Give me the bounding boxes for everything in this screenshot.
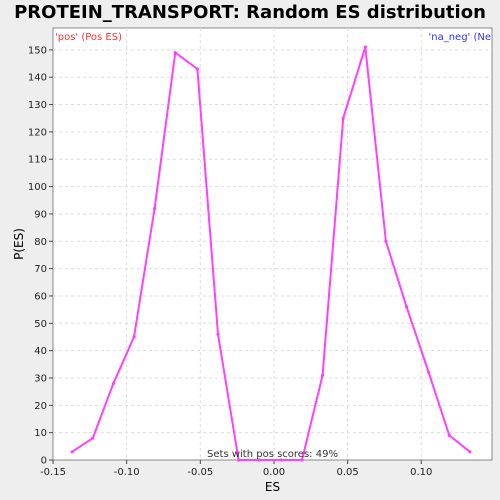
x-tick-label: -0.15 [40, 467, 66, 478]
data-point [447, 433, 451, 437]
y-tick-label: 100 [28, 182, 47, 193]
y-tick-label: 150 [28, 45, 47, 56]
y-axis-label: P(ES) [12, 228, 26, 260]
data-point [468, 450, 472, 454]
grid-lines [53, 28, 492, 460]
y-tick-label: 140 [28, 73, 47, 84]
plot-area [52, 27, 493, 461]
y-tick-label: 130 [28, 100, 47, 111]
data-point [195, 67, 199, 71]
data-point [216, 332, 220, 336]
y-tick-label: 60 [34, 291, 47, 302]
data-point [91, 436, 95, 440]
data-point [363, 45, 367, 49]
data-point [320, 373, 325, 377]
y-tick-label: 30 [34, 373, 47, 384]
x-tick-label: 0.05 [336, 467, 358, 478]
x-tick-label: 0.10 [410, 467, 432, 478]
y-tick-label: 50 [34, 319, 47, 330]
data-point [279, 458, 283, 462]
data-point [173, 51, 177, 55]
data-point [153, 206, 157, 211]
y-tick-label: 40 [34, 346, 47, 357]
y-tick-label: 80 [34, 237, 47, 248]
y-tick-label: 110 [28, 155, 47, 166]
x-tick-label: 0.00 [263, 467, 285, 478]
x-tick-label: -0.10 [114, 467, 140, 478]
y-tick-label: 70 [34, 264, 47, 275]
y-tick-label: 90 [34, 209, 47, 220]
x-tick-label: -0.05 [187, 467, 213, 478]
y-tick-label: 20 [34, 401, 47, 412]
data-point [341, 116, 345, 120]
y-tick-label: 0 [41, 456, 47, 467]
y-tick-label: 10 [34, 428, 47, 439]
pos-scores-annotation: Sets with pos scores: 49% [207, 449, 338, 460]
series-layer [70, 45, 472, 462]
data-point [427, 370, 431, 375]
data-point [404, 305, 409, 309]
data-point [70, 450, 74, 454]
x-axis-label: ES [265, 480, 280, 494]
data-point [132, 335, 136, 339]
data-point [300, 458, 304, 462]
data-point [257, 458, 261, 462]
axis-ticks: 0 10 20 30 40 50 60 70 80 90 100 110 120 130 140 150 -0.… [28, 45, 433, 478]
data-point [111, 381, 115, 386]
legend-neg-label: 'na_neg' (Ne [428, 32, 491, 43]
data-point [384, 239, 388, 243]
chart-title: PROTEIN_TRANSPORT: Random ES distributio… [14, 2, 486, 23]
y-tick-label: 120 [28, 127, 47, 138]
data-point [237, 458, 241, 462]
series-line [71, 46, 471, 461]
legend-pos-label: 'pos' (Pos ES) [55, 32, 122, 43]
